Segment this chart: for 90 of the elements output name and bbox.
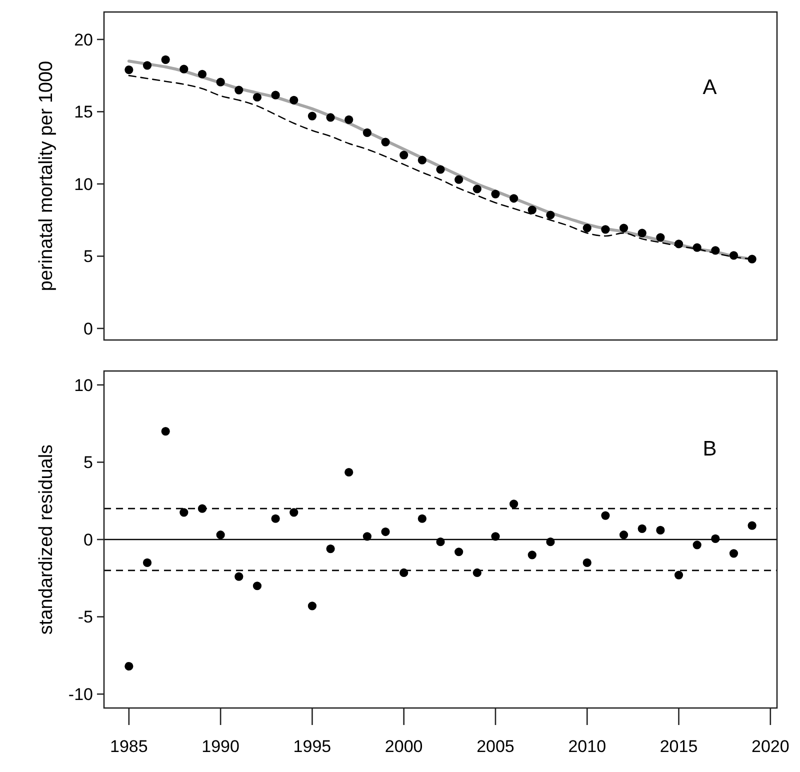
- point: [142, 558, 152, 567]
- point: [216, 530, 225, 540]
- point: [510, 500, 518, 508]
- point: [472, 568, 482, 578]
- y-tick-label: -5: [78, 608, 93, 627]
- point: [546, 210, 555, 220]
- point: [601, 225, 610, 234]
- point: [454, 548, 464, 556]
- y-tick-label: 10: [74, 376, 93, 395]
- y-tick-label: 0: [84, 319, 93, 338]
- x-tick-label: 2000: [384, 737, 423, 756]
- point: [271, 514, 280, 523]
- point: [674, 240, 684, 248]
- point: [381, 138, 390, 146]
- point: [436, 165, 445, 174]
- point: [638, 228, 646, 238]
- point: [381, 527, 390, 536]
- point: [180, 64, 188, 74]
- point: [400, 150, 408, 160]
- x-tick-label: 1990: [202, 737, 240, 756]
- point: [290, 96, 298, 104]
- point: [582, 558, 592, 567]
- y-tick-label: 20: [74, 30, 93, 50]
- y-tick-label: 5: [84, 247, 93, 266]
- point: [656, 526, 665, 535]
- point: [729, 251, 738, 260]
- x-tick-label: 1985: [110, 737, 148, 756]
- point: [234, 86, 244, 94]
- point: [692, 243, 702, 252]
- x-tick-label: 2010: [568, 737, 606, 756]
- annotation: B: [702, 437, 717, 460]
- point: [601, 511, 610, 520]
- x-tick-label: 1995: [293, 737, 332, 756]
- point: [216, 78, 225, 86]
- point: [362, 128, 372, 137]
- point: [124, 662, 134, 671]
- point: [362, 532, 372, 541]
- point: [692, 540, 702, 550]
- point: [234, 572, 244, 581]
- point: [271, 90, 280, 100]
- point: [142, 61, 152, 70]
- point: [472, 184, 482, 194]
- point: [491, 190, 500, 198]
- point: [748, 521, 756, 530]
- point: [528, 550, 536, 560]
- x-tick-label: 2015: [660, 737, 698, 756]
- y-tick-label: -10: [68, 685, 93, 704]
- point: [400, 568, 408, 578]
- x-tick-label: 2020: [751, 737, 790, 756]
- point: [528, 206, 536, 214]
- point: [510, 194, 518, 203]
- y-axis-title: perinatal mortality per 1000: [36, 60, 57, 292]
- y-tick-label: 0: [84, 530, 93, 550]
- point: [638, 524, 646, 533]
- point: [198, 504, 207, 513]
- point: [252, 582, 262, 590]
- point: [290, 508, 298, 517]
- point: [308, 602, 317, 610]
- point: [161, 426, 170, 436]
- point: [711, 246, 720, 255]
- point: [161, 55, 170, 64]
- point: [619, 530, 628, 540]
- point: [454, 175, 464, 184]
- y-axis-title: standardized residuals: [36, 444, 57, 635]
- point: [308, 112, 317, 120]
- point: [619, 224, 628, 232]
- y-tick-label: 5: [84, 453, 93, 472]
- point: [252, 92, 262, 102]
- point: [748, 254, 756, 264]
- point: [674, 570, 684, 580]
- x-tick-label: 2005: [476, 737, 514, 756]
- point: [124, 65, 134, 74]
- y-tick-label: 15: [74, 102, 93, 122]
- point: [326, 544, 335, 554]
- point: [656, 233, 665, 242]
- y-tick-label: 10: [74, 174, 93, 194]
- point: [729, 549, 738, 558]
- point: [180, 508, 188, 517]
- point: [436, 538, 445, 546]
- point: [326, 113, 335, 122]
- annotation: A: [702, 76, 717, 99]
- point: [344, 468, 354, 477]
- point: [711, 534, 720, 544]
- point: [546, 538, 555, 546]
- point: [198, 70, 207, 78]
- point: [344, 115, 354, 124]
- point: [491, 532, 500, 541]
- point: [418, 156, 426, 164]
- point: [418, 514, 426, 523]
- point: [582, 224, 592, 232]
